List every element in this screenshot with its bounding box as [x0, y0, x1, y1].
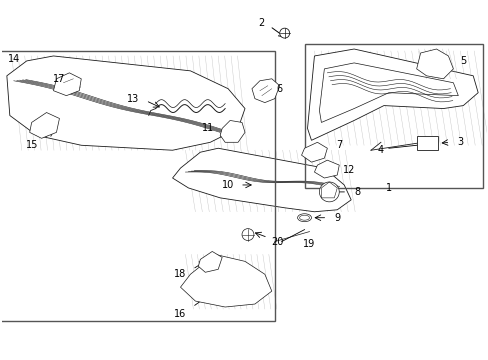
Polygon shape [30, 113, 60, 138]
Polygon shape [172, 148, 350, 212]
Text: 17: 17 [53, 74, 65, 84]
Polygon shape [301, 142, 326, 162]
Text: 20: 20 [271, 237, 284, 247]
Polygon shape [7, 56, 244, 150]
Text: 12: 12 [342, 165, 355, 175]
Text: 6: 6 [276, 84, 282, 94]
Text: 1: 1 [385, 183, 391, 193]
Bar [416, 136, 438, 150]
Polygon shape [416, 49, 452, 79]
Circle shape [242, 229, 253, 240]
Text: 14: 14 [8, 54, 20, 64]
Polygon shape [307, 49, 477, 140]
Text: 3: 3 [456, 137, 463, 147]
Text: 7: 7 [335, 140, 342, 150]
Circle shape [319, 182, 339, 202]
Polygon shape [180, 255, 271, 307]
Polygon shape [53, 73, 81, 96]
Text: 11: 11 [202, 123, 214, 134]
Polygon shape [220, 121, 244, 142]
Polygon shape [251, 79, 279, 103]
Text: 13: 13 [126, 94, 139, 104]
Text: 2: 2 [258, 18, 264, 28]
Text: 8: 8 [353, 187, 360, 197]
Text: 4: 4 [377, 145, 383, 155]
Text: 10: 10 [222, 180, 234, 190]
Bar [304, 44, 482, 188]
Circle shape [279, 28, 289, 38]
Text: 15: 15 [25, 140, 38, 150]
Text: 16: 16 [174, 309, 186, 319]
Text: 9: 9 [333, 213, 340, 223]
Ellipse shape [297, 214, 311, 222]
Bar [0, 51, 274, 321]
Text: 19: 19 [303, 239, 315, 249]
Text: 18: 18 [174, 269, 186, 279]
Polygon shape [314, 160, 339, 178]
Polygon shape [198, 251, 222, 272]
Text: 5: 5 [459, 56, 466, 66]
